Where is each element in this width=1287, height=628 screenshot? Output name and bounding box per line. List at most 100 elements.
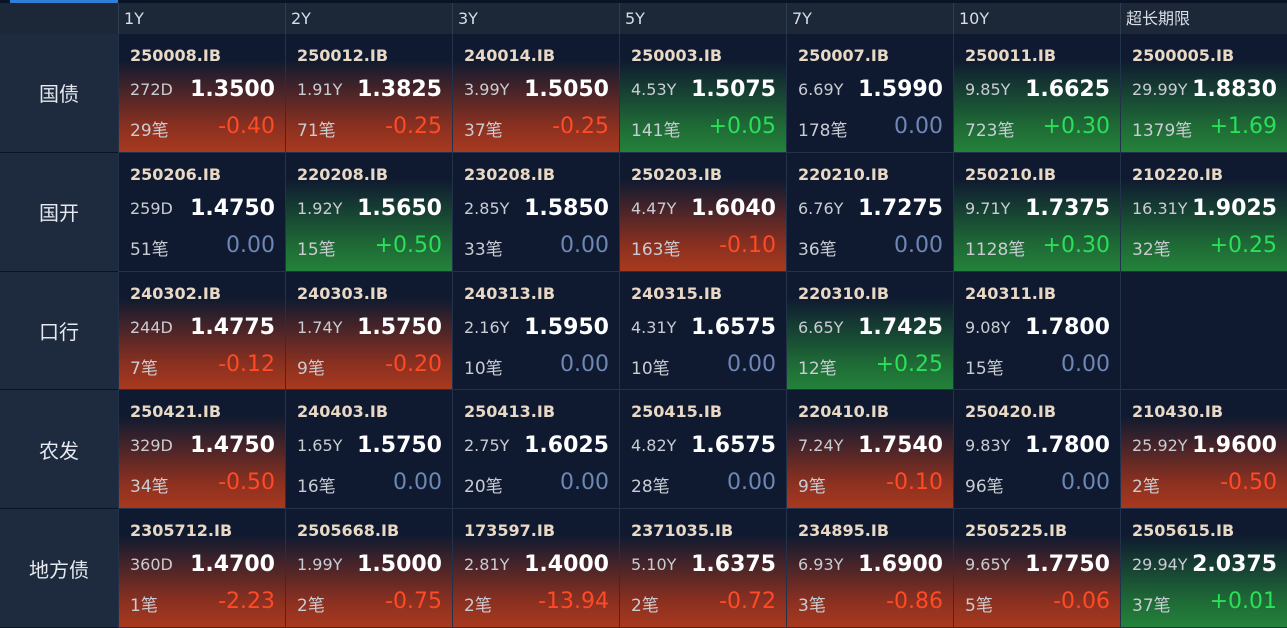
yield-value: 1.6040 <box>691 195 776 221</box>
bond-quote-cell[interactable]: 240302.IB 244D 1.4775 7笔 -0.12 <box>118 271 285 391</box>
bond-quote-cell[interactable]: 240403.IB 1.65Y 1.5750 16笔 0.00 <box>285 390 452 510</box>
bond-quote-cell[interactable]: 250421.IB 329D 1.4750 34笔 -0.50 <box>118 390 285 510</box>
yield-value: 1.5750 <box>357 314 442 340</box>
column-header-7y[interactable]: 7Y <box>786 3 953 34</box>
yield-value: 1.4000 <box>524 552 609 578</box>
yield-change: -0.10 <box>886 470 943 496</box>
bond-quote-cell[interactable]: 210430.IB 25.92Y 1.9600 2笔 -0.50 <box>1120 390 1287 510</box>
yield-change: -0.50 <box>218 470 275 496</box>
bond-quote-cell[interactable]: 240311.IB 9.08Y 1.7800 15笔 0.00 <box>953 271 1120 391</box>
bond-quote-cell[interactable]: 220310.IB 6.65Y 1.7425 12笔 +0.25 <box>786 271 953 391</box>
yield-change: -2.23 <box>218 589 275 615</box>
remaining-term: 360D <box>130 555 173 575</box>
bond-quote-cell[interactable]: 250415.IB 4.82Y 1.6575 28笔 0.00 <box>619 390 786 510</box>
yield-value: 1.5050 <box>524 77 609 102</box>
yield-value: 1.3500 <box>190 77 275 102</box>
bond-quote-cell[interactable]: 220208.IB 1.92Y 1.5650 15笔 +0.50 <box>285 152 452 272</box>
bond-quote-cell[interactable]: 234895.IB 6.93Y 1.6900 3笔 -0.86 <box>786 509 953 628</box>
bond-quote-cell[interactable]: 250413.IB 2.75Y 1.6025 20笔 0.00 <box>452 390 619 510</box>
bond-quote-cell[interactable]: 250008.IB 272D 1.3500 29笔 -0.40 <box>118 34 285 153</box>
bond-code: 234895.IB <box>798 521 890 541</box>
bond-quote-cell[interactable]: 250007.IB 6.69Y 1.5990 178笔 0.00 <box>786 34 953 153</box>
yield-value: 1.4750 <box>190 433 275 459</box>
bond-quote-cell[interactable]: 2505668.IB 1.99Y 1.5000 2笔 -0.75 <box>285 509 452 628</box>
bond-code: 240302.IB <box>130 283 222 303</box>
remaining-term: 1.92Y <box>297 198 343 218</box>
yield-value: 1.3825 <box>357 77 442 102</box>
bond-quote-cell[interactable]: 240303.IB 1.74Y 1.5750 9笔 -0.20 <box>285 271 452 391</box>
trade-count: 34笔 <box>130 477 169 498</box>
yield-value: 1.7540 <box>858 433 943 459</box>
bond-code: 220208.IB <box>297 164 389 184</box>
bond-quote-cell[interactable]: 250210.IB 9.71Y 1.7375 1128笔 +0.30 <box>953 152 1120 272</box>
bond-code: 250011.IB <box>965 46 1057 65</box>
column-header-ultra-long[interactable]: 超长期限 <box>1120 3 1287 34</box>
trade-count: 10笔 <box>631 358 670 379</box>
yield-change: 0.00 <box>727 470 776 496</box>
bond-quote-cell[interactable]: 240315.IB 4.31Y 1.6575 10笔 0.00 <box>619 271 786 391</box>
trade-count: 71笔 <box>297 121 336 141</box>
trade-count: 37笔 <box>464 121 503 141</box>
column-header-1y[interactable]: 1Y <box>118 3 285 34</box>
bond-quote-cell[interactable]: 220410.IB 7.24Y 1.7540 9笔 -0.10 <box>786 390 953 510</box>
column-header-10y[interactable]: 10Y <box>953 3 1120 34</box>
column-header-5y[interactable]: 5Y <box>619 3 786 34</box>
bond-code: 250203.IB <box>631 164 723 184</box>
bond-quote-cell[interactable]: 173597.IB 2.81Y 1.4000 2笔 -13.94 <box>452 509 619 628</box>
selected-tab-indicator <box>10 0 118 3</box>
yield-change: +0.25 <box>875 351 943 377</box>
remaining-term: 4.53Y <box>631 80 677 99</box>
column-header-3y[interactable]: 3Y <box>452 3 619 34</box>
bond-code: 250007.IB <box>798 46 890 65</box>
trade-count: 2笔 <box>464 596 492 617</box>
remaining-term: 16.31Y <box>1132 198 1188 218</box>
row-label: 国开 <box>0 152 118 272</box>
bond-code: 250421.IB <box>130 402 222 422</box>
bond-quote-cell[interactable]: 220210.IB 6.76Y 1.7275 36笔 0.00 <box>786 152 953 272</box>
bond-code: 210430.IB <box>1132 402 1224 422</box>
bond-quote-cell[interactable]: 250003.IB 4.53Y 1.5075 141笔 +0.05 <box>619 34 786 153</box>
remaining-term: 25.92Y <box>1132 436 1188 456</box>
column-header-2y[interactable]: 2Y <box>285 3 452 34</box>
yield-change: -0.50 <box>1220 470 1277 496</box>
bond-quote-cell[interactable]: 210220.IB 16.31Y 1.9025 32笔 +0.25 <box>1120 152 1287 272</box>
yield-value: 1.9025 <box>1192 195 1277 221</box>
remaining-term: 6.93Y <box>798 555 844 575</box>
bond-quote-cell[interactable]: 250203.IB 4.47Y 1.6040 163笔 -0.10 <box>619 152 786 272</box>
yield-change: -0.25 <box>385 114 442 139</box>
bond-quote-cell[interactable]: 250420.IB 9.83Y 1.7800 96笔 0.00 <box>953 390 1120 510</box>
yield-value: 1.7375 <box>1025 195 1110 221</box>
yield-change: 0.00 <box>393 470 442 496</box>
bond-code: 230208.IB <box>464 164 556 184</box>
yield-change: -0.40 <box>218 114 275 139</box>
bond-quote-cell[interactable]: 230208.IB 2.85Y 1.5850 33笔 0.00 <box>452 152 619 272</box>
bond-quote-cell[interactable]: 2505225.IB 9.65Y 1.7750 5笔 -0.06 <box>953 509 1120 628</box>
bond-quote-cell[interactable]: 240014.IB 3.99Y 1.5050 37笔 -0.25 <box>452 34 619 153</box>
remaining-term: 9.08Y <box>965 317 1011 337</box>
yield-change: +0.30 <box>1042 114 1110 139</box>
bond-quote-cell[interactable]: 2500005.IB 29.99Y 1.8830 1379笔 +1.69 <box>1120 34 1287 153</box>
remaining-term: 4.31Y <box>631 317 677 337</box>
trade-count: 141笔 <box>631 121 681 141</box>
bond-code: 250012.IB <box>297 46 389 65</box>
bond-quote-cell[interactable]: 2305712.IB 360D 1.4700 1笔 -2.23 <box>118 509 285 628</box>
header-corner <box>0 3 118 34</box>
yield-change: 0.00 <box>894 114 943 139</box>
yield-value: 1.5750 <box>357 433 442 459</box>
trade-count: 96笔 <box>965 477 1004 498</box>
bond-quote-cell[interactable]: 2371035.IB 5.10Y 1.6375 2笔 -0.72 <box>619 509 786 628</box>
trade-count: 51笔 <box>130 239 169 260</box>
remaining-term: 244D <box>130 317 173 337</box>
bond-quote-cell[interactable]: 250206.IB 259D 1.4750 51笔 0.00 <box>118 152 285 272</box>
trade-count: 2笔 <box>1132 477 1160 498</box>
bond-quote-cell[interactable]: 240313.IB 2.16Y 1.5950 10笔 0.00 <box>452 271 619 391</box>
bond-code: 240311.IB <box>965 283 1057 303</box>
bond-quote-cell[interactable]: 250012.IB 1.91Y 1.3825 71笔 -0.25 <box>285 34 452 153</box>
bond-quote-cell[interactable]: 2505615.IB 29.94Y 2.0375 37笔 +0.01 <box>1120 509 1287 628</box>
bond-code: 250415.IB <box>631 402 723 422</box>
trade-count: 178笔 <box>798 121 848 141</box>
yield-value: 1.7425 <box>858 314 943 340</box>
yield-value: 1.5075 <box>691 77 776 102</box>
yield-change: +0.50 <box>374 232 442 258</box>
bond-quote-cell[interactable]: 250011.IB 9.85Y 1.6625 723笔 +0.30 <box>953 34 1120 153</box>
